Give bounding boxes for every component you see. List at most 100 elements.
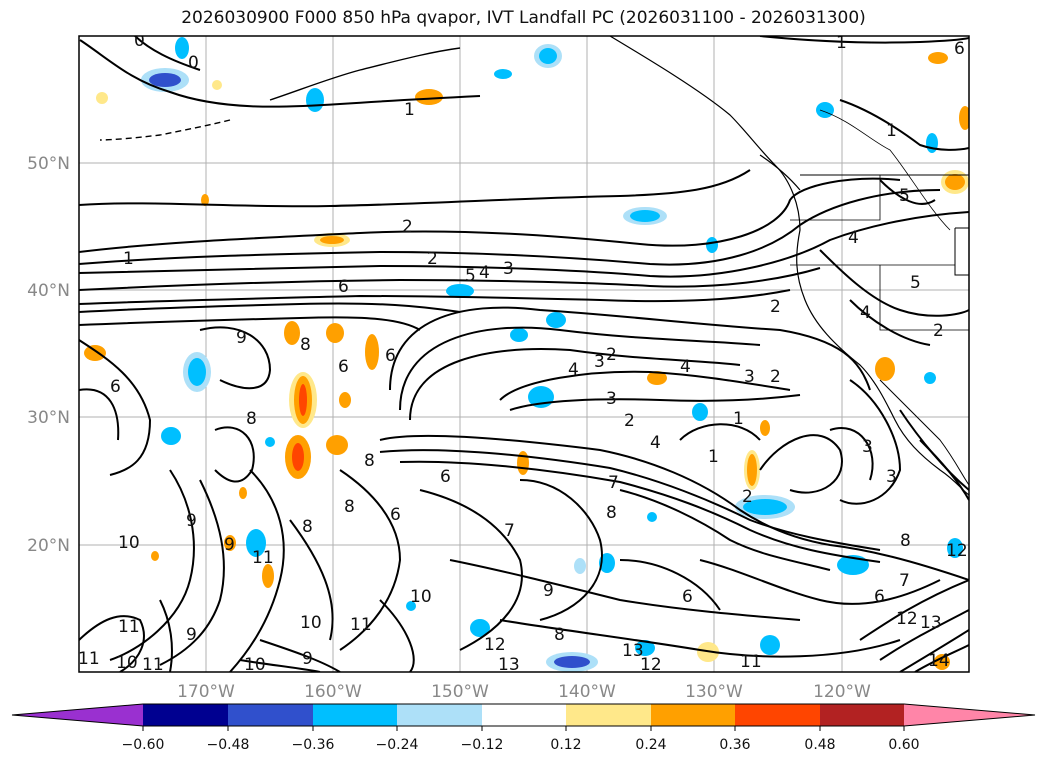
contour-label: 6 <box>338 357 349 377</box>
colorbar-segment <box>566 704 651 726</box>
colorbar-segment <box>143 704 228 726</box>
contour-label: 1 <box>708 447 719 467</box>
contour-label: 12 <box>484 635 506 655</box>
contour-label: 13 <box>498 655 520 675</box>
contour-label: 13 <box>920 613 942 633</box>
contour-label: 6 <box>954 39 965 59</box>
contour-label: 11 <box>78 649 100 669</box>
contour-label: 8 <box>900 531 911 551</box>
contour-label: 9 <box>236 328 247 348</box>
contour-label: 2 <box>770 297 781 317</box>
contour-label: 2 <box>742 487 753 507</box>
contour-label: 6 <box>385 346 396 366</box>
contour-label: 8 <box>606 503 617 523</box>
colorbar-extend-max <box>904 704 1035 726</box>
lat-label: 30°N <box>27 408 70 428</box>
contour-label: 6 <box>440 467 451 487</box>
contour-label: 13 <box>622 641 644 661</box>
contour-label: 8 <box>364 451 375 471</box>
colorbar-tick-label: −0.60 <box>122 737 165 753</box>
contour-label: 9 <box>302 649 313 669</box>
contour-label: 10 <box>410 587 432 607</box>
contour-label: 12 <box>640 655 662 675</box>
contour-label: 0 <box>188 53 199 73</box>
contour-label: 14 <box>928 651 950 671</box>
contour-label: 12 <box>946 541 968 561</box>
map-frame <box>78 35 970 673</box>
contour-label: 3 <box>606 389 617 409</box>
contour-label: 4 <box>650 433 661 453</box>
plot-title: 2026030900 F000 850 hPa qvapor, IVT Land… <box>181 8 866 28</box>
contour-label: 4 <box>680 357 691 377</box>
contour-label: 5 <box>910 273 921 293</box>
contour-label: 11 <box>118 617 140 637</box>
contour-label: 2 <box>624 411 635 431</box>
lat-label: 40°N <box>27 281 70 301</box>
colorbar-tick-label: −0.48 <box>207 737 250 753</box>
contour-label: 2 <box>427 249 438 269</box>
colorbar-tick-label: 0.48 <box>804 737 835 753</box>
latitude-labels: 50°N 40°N 30°N 20°N <box>27 154 70 556</box>
lon-label: 170°W <box>177 682 235 702</box>
lon-label: 160°W <box>304 682 362 702</box>
contour-label: 8 <box>302 517 313 537</box>
contour-label: 7 <box>504 521 515 541</box>
contour-label: 10 <box>244 655 266 675</box>
colorbar-segment <box>313 704 397 726</box>
colorbar-tick-label: 0.36 <box>719 737 750 753</box>
map-panel: 0 0 1 1 1 1 2 2 2 5 4 3 6 2 4 5 5 4 2 9 <box>27 31 970 702</box>
colorbar-segment <box>482 704 566 726</box>
contour-label: 3 <box>886 467 897 487</box>
contour-label: 6 <box>338 277 349 297</box>
map-background <box>79 36 969 672</box>
colorbar-tick-labels: −0.60 −0.48 −0.36 −0.24 −0.12 0.12 0.24 … <box>122 737 920 753</box>
lon-label: 120°W <box>813 682 871 702</box>
colorbar-tick-label: 0.60 <box>888 737 919 753</box>
contour-label: 12 <box>896 609 918 629</box>
contour-label: 2 <box>606 345 617 365</box>
lat-label: 50°N <box>27 154 70 174</box>
colorbar: −0.60 −0.48 −0.36 −0.24 −0.12 0.12 0.24 … <box>11 703 1036 753</box>
lon-label: 140°W <box>558 682 616 702</box>
contour-label: 3 <box>862 437 873 457</box>
colorbar-tick-label: 0.12 <box>550 737 581 753</box>
colorbar-tick-marks <box>142 726 905 731</box>
contour-label: 1 <box>886 121 897 141</box>
colorbar-segment <box>228 704 313 726</box>
contour-label: 4 <box>479 263 490 283</box>
contour-label: 10 <box>118 533 140 553</box>
contour-label: 11 <box>350 615 372 635</box>
contour-label: 3 <box>744 367 755 387</box>
contour-label: 5 <box>899 186 910 206</box>
contour-label: 7 <box>899 571 910 591</box>
contour-label: 7 <box>608 473 619 493</box>
contour-label: 8 <box>554 625 565 645</box>
contour-label: 1 <box>733 409 744 429</box>
contour-label: 11 <box>252 548 274 568</box>
contour-label: 6 <box>682 587 693 607</box>
contour-label: 2 <box>770 367 781 387</box>
contour-label: 8 <box>300 335 311 355</box>
colorbar-extend-min <box>12 704 143 726</box>
contour-label: 11 <box>142 655 164 675</box>
colorbar-segment <box>651 704 735 726</box>
colorbar-tick-label: −0.24 <box>376 737 419 753</box>
contour-label: 10 <box>116 653 138 673</box>
contour-label: 1 <box>404 100 415 120</box>
contour-label: 2 <box>933 321 944 341</box>
contour-label: 3 <box>503 259 514 279</box>
contour-label: 11 <box>740 652 762 672</box>
contour-label: 6 <box>110 377 121 397</box>
contour-label: 4 <box>848 228 859 248</box>
colorbar-segment <box>820 704 904 726</box>
contour-label: 9 <box>186 625 197 645</box>
lat-label: 20°N <box>27 536 70 556</box>
colorbar-tick-label: 0.24 <box>635 737 666 753</box>
contour-label: 6 <box>390 505 401 525</box>
contour-label: 9 <box>186 511 197 531</box>
lon-label: 150°W <box>431 682 489 702</box>
contour-label: 0 <box>134 31 145 51</box>
contour-label: 4 <box>568 360 579 380</box>
lon-label: 130°W <box>685 682 743 702</box>
